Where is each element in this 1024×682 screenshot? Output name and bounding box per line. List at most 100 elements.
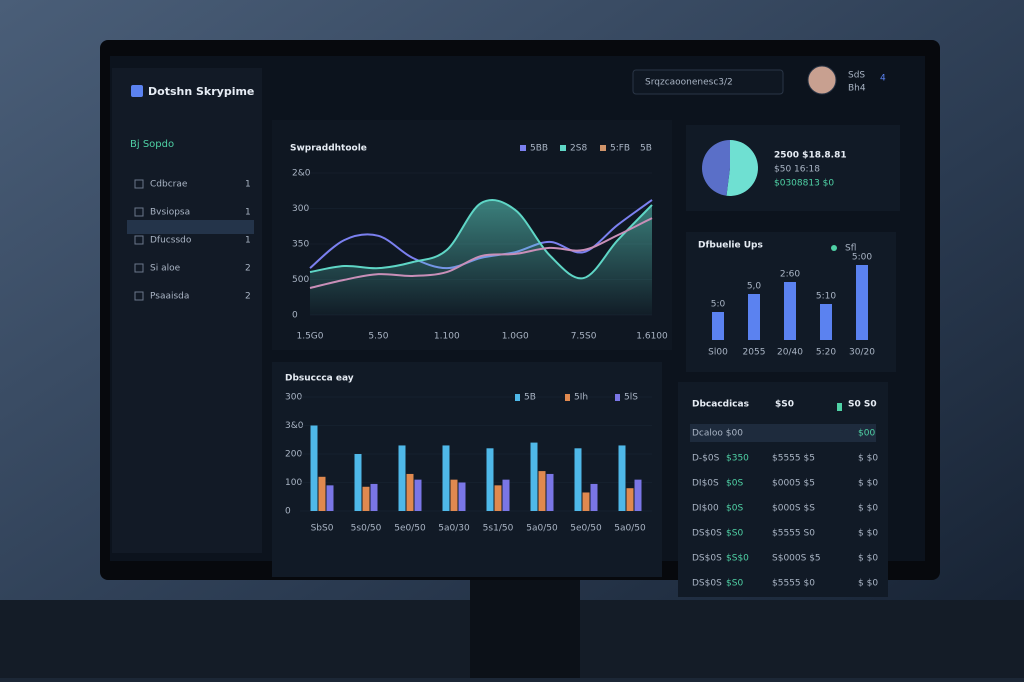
logo-icon <box>131 85 143 97</box>
bar <box>820 304 832 340</box>
bar <box>458 482 466 511</box>
table-cell: $5555 $5 <box>772 454 815 464</box>
x-tick-label: Sl00 <box>708 348 728 358</box>
table-cell: Dcaloo $00 <box>692 429 743 439</box>
chart-title: Dbsuccca eay <box>285 374 354 384</box>
search-text[interactable]: Srqzcaoonenesc3/2 <box>645 78 733 88</box>
table-cell: DS$0S <box>692 529 722 539</box>
bar <box>748 294 760 340</box>
table-cell: S$000S $5 <box>772 554 821 564</box>
line <box>309 217 653 289</box>
bar <box>502 479 510 511</box>
x-tick-label: 1.5G0 <box>296 332 323 342</box>
bar <box>590 483 598 511</box>
bar <box>326 485 334 511</box>
table-cell: $5555 S0 <box>772 529 815 539</box>
y-tick-label: 3&0 <box>285 421 304 431</box>
nav-item[interactable]: Dfucssdo <box>150 236 192 246</box>
search-box[interactable] <box>632 69 784 95</box>
pie-text: $0308813 $0 <box>774 179 834 189</box>
row-highlight <box>690 424 876 442</box>
pie-text: 2500 $18.8.81 <box>774 151 847 161</box>
table-cell: D-$0S <box>692 454 720 464</box>
nav-count: 1 <box>245 180 251 190</box>
bar <box>370 483 378 511</box>
avatar[interactable] <box>807 65 837 95</box>
nav-item[interactable]: Bvsiopsa <box>150 208 190 218</box>
x-tick-label: 5a0/50 <box>614 524 646 534</box>
table-cell: $00 <box>858 429 875 439</box>
nav-icon <box>134 207 144 217</box>
bar <box>414 479 422 511</box>
x-tick-label: 1.6100 <box>636 332 668 342</box>
y-tick-label: 350 <box>292 240 309 250</box>
bar <box>494 485 502 511</box>
legend-swatch <box>600 145 606 151</box>
bar <box>582 492 590 511</box>
nav-count: 2 <box>245 264 251 274</box>
bar <box>362 486 370 511</box>
notice[interactable]: 4 <box>880 74 886 84</box>
legend-label: 5B <box>524 393 536 403</box>
table-cell: DI$00 <box>692 504 719 514</box>
status-dot <box>837 403 842 411</box>
user-role: Bh4 <box>848 84 866 94</box>
bar <box>634 479 642 511</box>
bar <box>626 488 634 511</box>
table-cell: DS$0S <box>692 579 722 589</box>
y-tick-label: 300 <box>285 393 302 403</box>
x-tick-label: 30/20 <box>849 348 875 358</box>
x-tick-label: 7.5S0 <box>571 332 597 342</box>
legend-swatch <box>615 394 620 401</box>
x-tick-label: SbS0 <box>311 524 334 534</box>
bar <box>546 473 554 511</box>
line <box>309 199 653 280</box>
y-tick-label: 100 <box>285 478 302 488</box>
legend-swatch <box>831 245 837 251</box>
bar <box>486 448 494 511</box>
nav-item[interactable]: Cdbcrae <box>150 180 188 190</box>
bar <box>398 445 406 511</box>
y-tick-label: 300 <box>292 204 309 214</box>
table-cell: $ $0 <box>858 504 878 514</box>
table-cell: $ $0 <box>858 554 878 564</box>
area <box>310 200 652 315</box>
chart-title: Dfbuelie Ups <box>698 241 763 251</box>
table-header: $S0 <box>775 400 794 410</box>
bar <box>574 448 582 511</box>
pie-slice <box>726 140 758 196</box>
legend-swatch <box>560 145 566 151</box>
nav-item[interactable]: Psaaisda <box>150 292 189 302</box>
x-tick-label: 5s0/50 <box>351 524 382 534</box>
bar <box>530 442 538 511</box>
nav-highlight <box>127 220 254 234</box>
data-label: 5:10 <box>816 292 836 302</box>
legend-label: Sfl <box>845 244 856 254</box>
legend-label: 5lS <box>624 393 638 403</box>
bar <box>310 425 318 511</box>
section-title: Bj Sopdo <box>130 139 174 150</box>
nav-icon <box>134 263 144 273</box>
data-label: 2:60 <box>780 270 800 280</box>
nav-item[interactable]: Si aloe <box>150 264 181 274</box>
sidebar <box>112 68 262 553</box>
panel <box>678 382 888 597</box>
nav-icon <box>134 235 144 245</box>
legend-swatch <box>515 394 520 401</box>
table-cell: DS$0S <box>692 554 722 564</box>
bar <box>618 445 626 511</box>
legend-note: 5B <box>640 144 652 154</box>
bar <box>354 454 362 511</box>
x-tick-label: 5a0/50 <box>526 524 558 534</box>
chart-title: Swpraddhtoole <box>290 144 367 154</box>
x-tick-label: 2055 <box>743 348 766 358</box>
logo: Dotshn Skrypime <box>148 85 254 98</box>
data-label: 5:00 <box>852 253 872 263</box>
table-cell: DI$0S <box>692 479 719 489</box>
legend-swatch <box>520 145 526 151</box>
x-tick-label: 1.0G0 <box>502 332 529 342</box>
data-label: 5:0 <box>711 300 726 310</box>
pie-text: $50 16:18 <box>774 165 820 175</box>
